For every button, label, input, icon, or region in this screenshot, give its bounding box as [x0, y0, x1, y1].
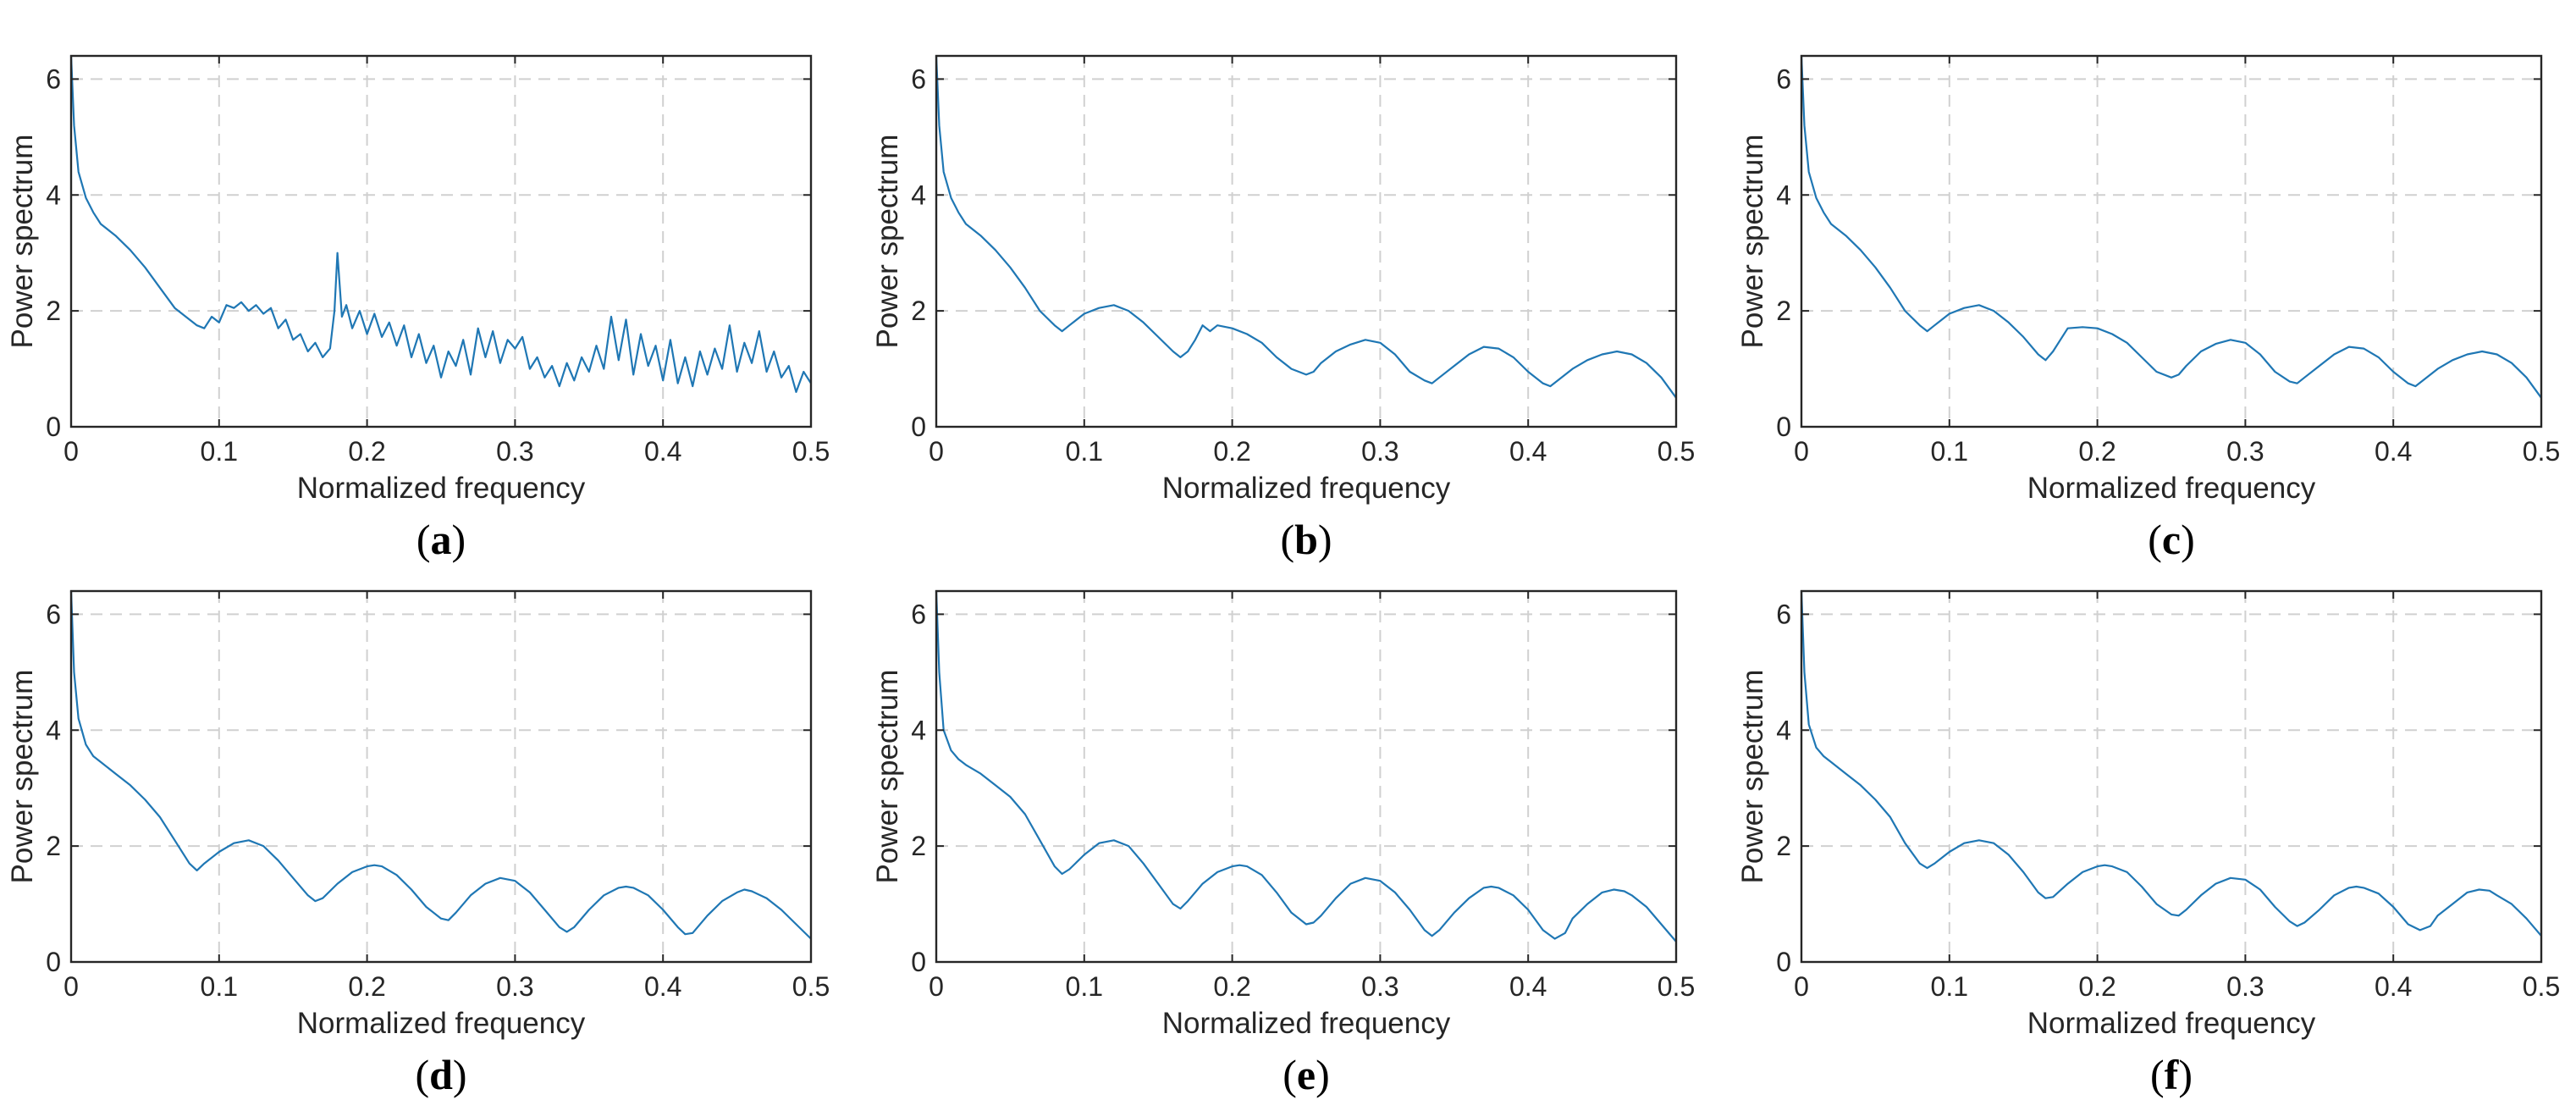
y-tick-label: 2	[1776, 296, 1791, 326]
x-tick-label: 0.1	[201, 436, 238, 467]
x-tick-label: 0.2	[2078, 436, 2115, 467]
x-tick-label: 0.5	[1658, 436, 1695, 467]
y-tick-label: 4	[911, 180, 926, 210]
power-spectrum-line	[69, 55, 812, 393]
y-tick-label: 2	[911, 296, 926, 326]
y-axis-label: Power spectrum	[1736, 135, 1769, 349]
axes-box	[935, 589, 1678, 964]
y-tick-label: 6	[911, 599, 926, 629]
y-tick-label: 6	[911, 64, 926, 94]
y-tick-label: 2	[46, 296, 61, 326]
y-tick-label: 2	[46, 831, 61, 861]
x-tick-label: 0.4	[1509, 971, 1547, 1002]
x-axis-label: Normalized frequency	[1162, 472, 1451, 505]
chart-panel-a: 0 0.1 0.2 0.3 0.4 0.5 0 2 4 6 Normalized frequency…	[6, 54, 830, 563]
x-tick-label: 0.4	[2375, 971, 2412, 1002]
power-spectrum-line	[1800, 590, 2542, 937]
y-tick-label: 6	[1776, 599, 1791, 629]
panel-caption: (e)	[1282, 1051, 1330, 1098]
y-tick-label: 6	[46, 64, 61, 94]
y-tick-label: 2	[911, 831, 926, 861]
power-spectrum-line	[1800, 55, 2542, 399]
x-axis-label: Normalized frequency	[2027, 1007, 2316, 1040]
y-tick-label: 4	[46, 715, 61, 745]
x-axis-label: Normalized frequency	[297, 472, 586, 505]
chart-panel-b: 0 0.1 0.2 0.3 0.4 0.5 0 2 4 6 Normalized frequency…	[871, 54, 1695, 563]
y-tick-label: 6	[1776, 64, 1791, 94]
x-tick-label: 0	[929, 971, 944, 1002]
axes-box	[69, 54, 813, 428]
y-tick-label: 0	[46, 947, 61, 977]
power-spectrum-line	[935, 55, 1677, 399]
x-tick-label: 0.1	[1066, 971, 1103, 1002]
panel-caption: (a)	[416, 516, 466, 563]
x-tick-label: 0.3	[1361, 436, 1398, 467]
y-tick-label: 4	[46, 180, 61, 210]
x-tick-label: 0.4	[1509, 436, 1547, 467]
panel-caption: (f)	[2150, 1051, 2193, 1098]
x-tick-label: 0	[1794, 971, 1809, 1002]
x-tick-label: 0.2	[1213, 436, 1250, 467]
x-tick-label: 0.2	[1213, 971, 1250, 1002]
axes-box	[935, 54, 1678, 428]
y-tick-label: 4	[911, 715, 926, 745]
x-tick-label: 0	[1794, 436, 1809, 467]
x-axis-label: Normalized frequency	[1162, 1007, 1451, 1040]
axes-box	[1800, 54, 2543, 428]
x-tick-label: 0.5	[1658, 971, 1695, 1002]
y-tick-label: 0	[911, 412, 926, 442]
y-tick-label: 2	[1776, 831, 1791, 861]
chart-panel-c: 0 0.1 0.2 0.3 0.4 0.5 0 2 4 6 Normalized frequency…	[1736, 54, 2560, 563]
x-tick-label: 0.5	[2523, 971, 2560, 1002]
y-axis-label: Power spectrum	[6, 135, 39, 349]
y-tick-label: 6	[46, 599, 61, 629]
x-tick-label: 0.3	[2226, 971, 2264, 1002]
y-axis-label: Power spectrum	[6, 670, 39, 884]
panel-caption: (c)	[2148, 516, 2195, 563]
x-tick-label: 0.3	[496, 436, 533, 467]
x-tick-label: 0.2	[348, 436, 385, 467]
x-tick-label: 0	[63, 436, 79, 467]
x-tick-label: 0	[63, 971, 79, 1002]
x-tick-label: 0	[929, 436, 944, 467]
y-tick-label: 4	[1776, 715, 1791, 745]
y-tick-label: 4	[1776, 180, 1791, 210]
y-tick-label: 0	[1776, 947, 1791, 977]
x-tick-label: 0.1	[1066, 436, 1103, 467]
x-tick-label: 0.4	[644, 971, 681, 1002]
y-tick-label: 0	[46, 412, 61, 442]
chart-panel-d: 0 0.1 0.2 0.3 0.4 0.5 0 2 4 6 Normalized frequency…	[6, 589, 830, 1098]
x-axis-label: Normalized frequency	[2027, 472, 2316, 505]
x-tick-label: 0.5	[792, 436, 830, 467]
x-tick-label: 0.4	[644, 436, 681, 467]
power-spectrum-line	[935, 590, 1677, 942]
panel-caption: (b)	[1280, 516, 1332, 563]
axes-box	[69, 589, 813, 964]
x-tick-label: 0.1	[201, 971, 238, 1002]
y-tick-label: 0	[911, 947, 926, 977]
x-tick-label: 0.4	[2375, 436, 2412, 467]
y-axis-label: Power spectrum	[1736, 670, 1769, 884]
y-axis-label: Power spectrum	[871, 670, 904, 884]
axes-box	[1800, 589, 2543, 964]
x-tick-label: 0.2	[348, 971, 385, 1002]
x-tick-label: 0.5	[2523, 436, 2560, 467]
panel-caption: (d)	[415, 1051, 466, 1098]
x-axis-label: Normalized frequency	[297, 1007, 586, 1040]
chart-panel-e: 0 0.1 0.2 0.3 0.4 0.5 0 2 4 6 Normalized frequency…	[871, 589, 1695, 1098]
x-tick-label: 0.3	[496, 971, 533, 1002]
x-tick-label: 0.3	[2226, 436, 2264, 467]
x-tick-label: 0.1	[1931, 971, 1968, 1002]
y-tick-label: 0	[1776, 412, 1791, 442]
x-tick-label: 0.1	[1931, 436, 1968, 467]
x-tick-label: 0.3	[1361, 971, 1398, 1002]
power-spectrum-line	[69, 590, 812, 940]
x-tick-label: 0.5	[792, 971, 830, 1002]
y-axis-label: Power spectrum	[871, 135, 904, 349]
x-tick-label: 0.2	[2078, 971, 2115, 1002]
chart-panel-f: 0 0.1 0.2 0.3 0.4 0.5 0 2 4 6 Normalized frequency…	[1736, 589, 2560, 1098]
